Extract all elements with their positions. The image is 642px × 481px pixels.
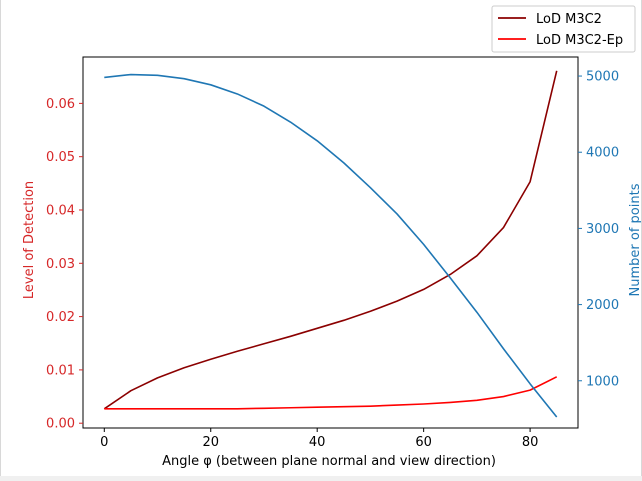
y-right-axis-label: Number of points bbox=[628, 183, 641, 296]
y-left-tick-label: 0.01 bbox=[46, 363, 75, 378]
x-tick-label: 20 bbox=[202, 435, 219, 450]
x-tick-label: 80 bbox=[522, 435, 539, 450]
x-tick-label: 0 bbox=[100, 435, 108, 450]
y-left-tick-label: 0.02 bbox=[46, 310, 75, 325]
legend-label-lod-m3c2-ep: LoD M3C2-Ep bbox=[536, 33, 623, 48]
x-tick-label: 60 bbox=[415, 435, 432, 450]
y-right-tick-label: 2000 bbox=[586, 298, 619, 313]
y-right-tick-label: 4000 bbox=[586, 146, 619, 161]
number-of-points-line bbox=[104, 73, 558, 418]
y-left-tick-label: 0.06 bbox=[46, 97, 75, 112]
x-axis: 0 20 40 60 80 bbox=[100, 428, 538, 450]
x-tick-label: 40 bbox=[309, 435, 326, 450]
y-right-axis: 1000 2000 3000 4000 5000 bbox=[578, 70, 619, 389]
y-right-tick-label: 1000 bbox=[586, 374, 619, 389]
lod-m3c2-ep-line bbox=[104, 376, 558, 410]
y-left-tick-label: 0.04 bbox=[46, 203, 75, 218]
y-left-axis: 0.00 0.01 0.02 0.03 0.04 0.05 0.06 bbox=[46, 97, 83, 432]
y-left-tick-label: 0.00 bbox=[46, 417, 75, 432]
legend-label-lod-m3c2: LoD M3C2 bbox=[536, 12, 602, 27]
legend: LoD M3C2 LoD M3C2-Ep bbox=[491, 5, 636, 53]
legend-box bbox=[491, 5, 636, 53]
plot-lines bbox=[103, 70, 558, 418]
y-left-tick-label: 0.05 bbox=[46, 150, 75, 165]
y-right-tick-label: 5000 bbox=[586, 70, 619, 85]
window-bottom-strip bbox=[0, 476, 642, 481]
x-axis-label: Angle φ (between plane normal and view d… bbox=[162, 454, 496, 469]
y-right-tick-label: 3000 bbox=[586, 222, 619, 237]
y-left-tick-label: 0.03 bbox=[46, 257, 75, 272]
lod-m3c2-line bbox=[103, 70, 558, 410]
plot-frame bbox=[82, 56, 579, 429]
y-left-axis-label: Level of Detection bbox=[22, 181, 37, 299]
